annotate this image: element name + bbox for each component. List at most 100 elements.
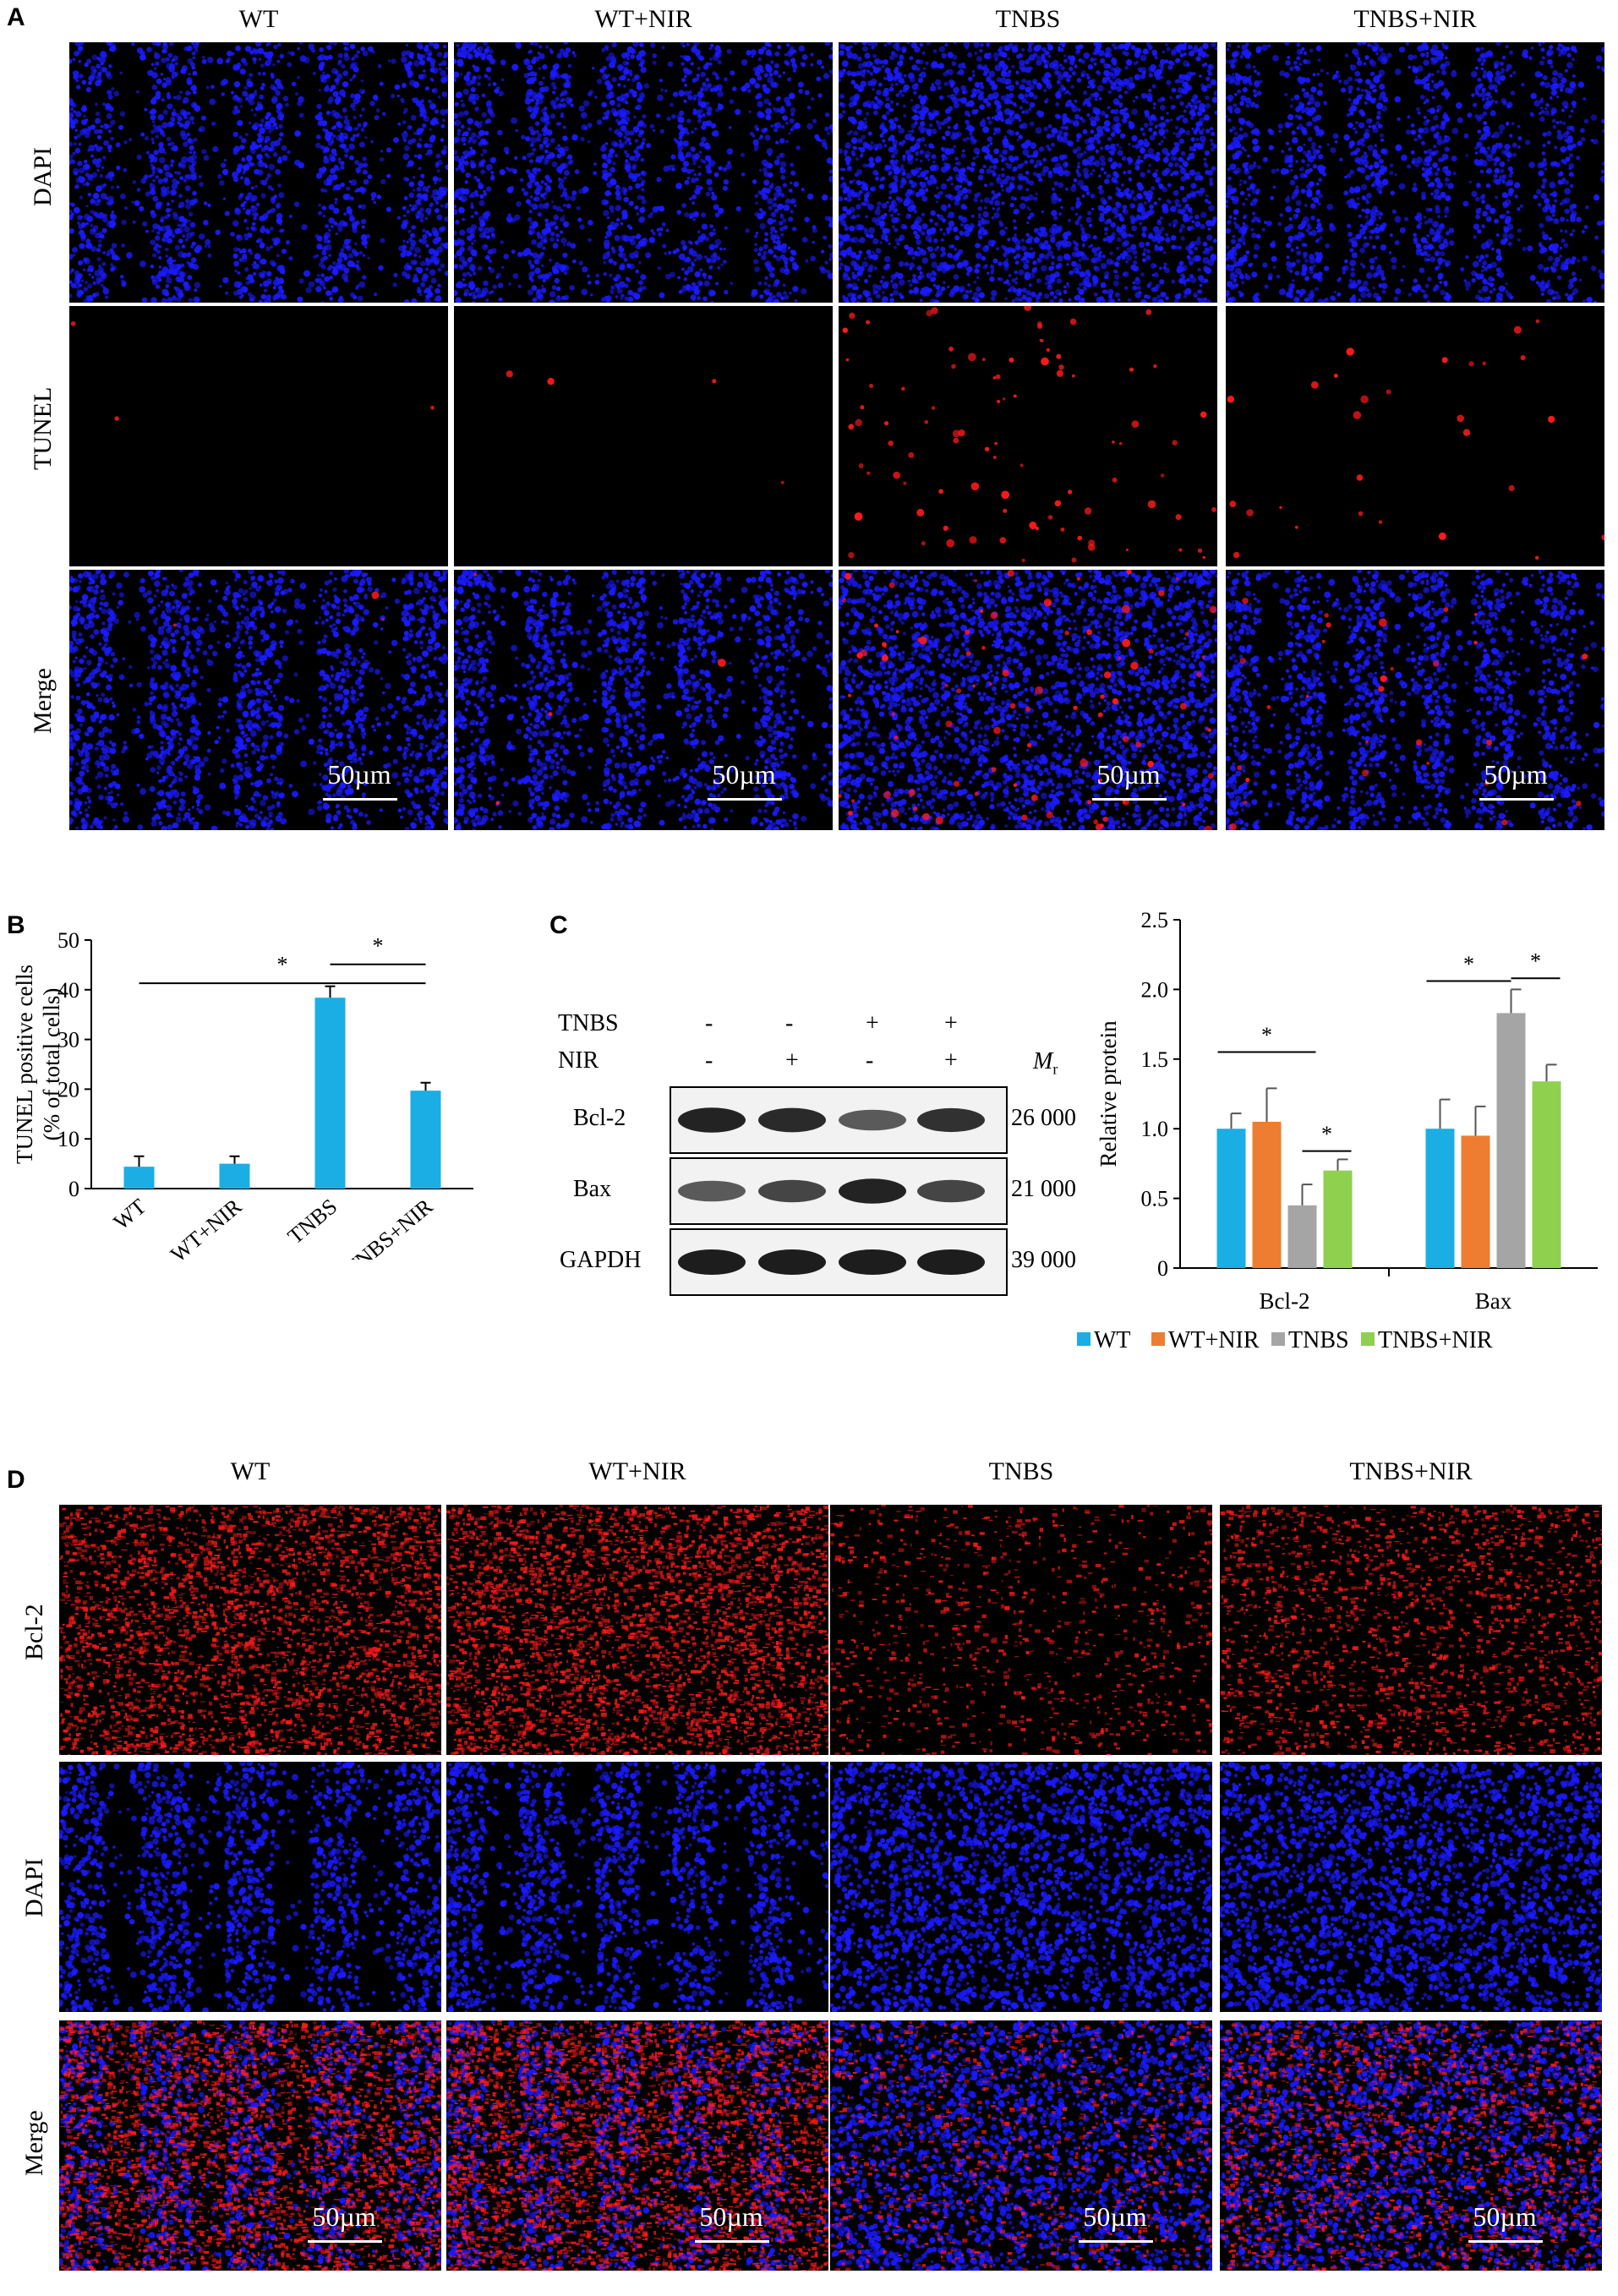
y-tick-label: 0 bbox=[1157, 1256, 1168, 1281]
blot-band bbox=[839, 1249, 906, 1275]
legend-swatch bbox=[1361, 1332, 1375, 1346]
micrograph-merge-wt: 50µm bbox=[69, 570, 448, 830]
molecular-weight-label: 21 000 bbox=[1011, 1176, 1076, 1203]
tunel-bar-chart: 0 10 20 30 40 50 TUNEL positive cells (% of tot… bbox=[12, 928, 473, 1260]
micrograph-tunel-tnbs bbox=[839, 306, 1217, 566]
scale-bar bbox=[1468, 2240, 1543, 2243]
bar-tnbs bbox=[314, 998, 346, 1189]
micrograph-merge-tnbs: 50µm bbox=[830, 2020, 1212, 2271]
bar-bcl-2-wt bbox=[1216, 1129, 1246, 1268]
significance-marker: * bbox=[1321, 1122, 1332, 1146]
scale-bar-label: 50µm bbox=[298, 2201, 391, 2233]
micrograph-dapi-wt-nir bbox=[446, 1762, 828, 2012]
bar-bcl-2-tnbs-nir bbox=[1323, 1170, 1353, 1268]
panel-b-letter: B bbox=[7, 911, 25, 940]
molecular-weight-label: 39 000 bbox=[1011, 1247, 1076, 1274]
treatment-sign: + bbox=[785, 1047, 799, 1074]
x-tick-label-tnbs-nir: TNBS+NIR bbox=[340, 1194, 438, 1260]
treatment-sign: + bbox=[866, 1010, 879, 1037]
x-tick-label-wt-nir: WT+NIR bbox=[166, 1194, 247, 1260]
micrograph-dapi-tnbs bbox=[830, 1762, 1212, 2012]
x-tick-label-wt: WT bbox=[109, 1194, 151, 1234]
treatment-sign: - bbox=[705, 1047, 713, 1074]
mr-label: Mr bbox=[1033, 1048, 1058, 1079]
legend-swatch bbox=[1271, 1332, 1285, 1346]
column-header-wt: WT bbox=[59, 1457, 441, 1486]
treatment-sign: - bbox=[785, 1010, 793, 1037]
panel-a-letter: A bbox=[7, 3, 25, 32]
y-tick-label: 30 bbox=[57, 1028, 79, 1052]
treatment-sign: - bbox=[866, 1047, 873, 1074]
row-label-tunel: TUNEL bbox=[29, 387, 57, 470]
bar-wt-nir bbox=[219, 1163, 250, 1189]
blot-band bbox=[758, 1249, 826, 1275]
blot-band bbox=[839, 1178, 906, 1204]
treatment-label-tnbs: TNBS bbox=[558, 1010, 619, 1037]
significance-marker: * bbox=[1261, 1023, 1272, 1047]
micrograph-merge-tnbs-nir: 50µm bbox=[1226, 570, 1604, 830]
treatment-sign: + bbox=[944, 1047, 958, 1074]
panel-c-letter: C bbox=[549, 911, 568, 940]
bar-bcl-2-tnbs bbox=[1287, 1205, 1317, 1268]
micrograph-dapi-wt bbox=[69, 42, 448, 303]
y-axis-label: TUNEL positive cells bbox=[12, 965, 37, 1164]
scale-bar-label: 50µm bbox=[313, 759, 406, 790]
significance-marker: * bbox=[373, 933, 384, 958]
micrograph-tunel-wt-nir bbox=[454, 306, 833, 566]
relative-protein-chart: 0 0.5 1.0 1.5 2.0 2.5 Relative protein Bcl-2 Bax… bbox=[1077, 908, 1598, 1353]
y-tick-label: 50 bbox=[57, 928, 79, 953]
y-axis-label-2: (% of total cells) bbox=[39, 988, 64, 1141]
y-tick-label: 0.5 bbox=[1141, 1187, 1169, 1211]
column-header-tnbs: TNBS bbox=[839, 5, 1217, 34]
y-tick-label: 20 bbox=[57, 1077, 79, 1102]
treatment-label-nir: NIR bbox=[558, 1047, 599, 1074]
blot-strip-bcl-2 bbox=[670, 1086, 1008, 1154]
scale-bar-label: 50µm bbox=[1469, 759, 1562, 790]
band-label-gapdh: GAPDH bbox=[560, 1247, 641, 1274]
blot-band bbox=[839, 1109, 906, 1131]
mr-symbol: M bbox=[1033, 1048, 1052, 1074]
scale-bar bbox=[1079, 2240, 1153, 2243]
row-label-merge: Merge bbox=[29, 668, 57, 734]
micrograph-merge-tnbs-nir: 50µm bbox=[1220, 2020, 1602, 2271]
scale-bar bbox=[323, 798, 397, 801]
legend-swatch bbox=[1077, 1332, 1091, 1346]
column-header-tnbs-nir: TNBS+NIR bbox=[1220, 1457, 1602, 1486]
treatment-sign: - bbox=[705, 1010, 713, 1037]
y-tick-label: 0 bbox=[68, 1177, 79, 1201]
micrograph-merge-wt: 50µm bbox=[59, 2020, 441, 2271]
column-header-wt-nir: WT+NIR bbox=[446, 1457, 828, 1486]
micrograph-dapi-tnbs bbox=[839, 42, 1217, 303]
y-tick-label: 40 bbox=[57, 978, 79, 1003]
scale-bar-label: 50µm bbox=[1069, 2201, 1162, 2233]
y-axis-label: Relative protein bbox=[1096, 1020, 1121, 1167]
scale-bar-label: 50µm bbox=[1082, 759, 1175, 790]
micrograph-dapi-wt bbox=[59, 1762, 441, 2012]
bar-bax-tnbs-nir bbox=[1532, 1081, 1561, 1268]
legend-item-tnbs: TNBS bbox=[1271, 1327, 1349, 1353]
scale-bar bbox=[1479, 798, 1554, 801]
bar-bax-wt-nir bbox=[1461, 1135, 1490, 1268]
row-label-bcl-2: Bcl-2 bbox=[20, 1604, 49, 1660]
blot-band bbox=[917, 1249, 985, 1275]
x-tick-label-bax: Bax bbox=[1475, 1288, 1512, 1314]
legend-item-wt-nir: WT+NIR bbox=[1151, 1327, 1260, 1353]
bar-bcl-2-wt-nir bbox=[1252, 1121, 1282, 1268]
significance-marker: * bbox=[277, 953, 288, 977]
blot-band bbox=[678, 1180, 746, 1202]
legend-swatch bbox=[1151, 1332, 1165, 1346]
bar-wt bbox=[123, 1167, 155, 1189]
bar-bax-tnbs bbox=[1496, 1013, 1526, 1268]
significance-marker: * bbox=[1530, 949, 1541, 974]
micrograph-tunel-tnbs-nir bbox=[1226, 306, 1604, 566]
x-tick-label-bcl-2: Bcl-2 bbox=[1260, 1288, 1310, 1314]
column-header-wt: WT bbox=[69, 5, 448, 34]
legend-label: WT bbox=[1094, 1327, 1131, 1353]
blot-band bbox=[678, 1249, 746, 1275]
scale-bar bbox=[1092, 798, 1167, 801]
scale-bar-label: 50µm bbox=[685, 2201, 778, 2233]
blot-band bbox=[678, 1107, 746, 1133]
micrograph-merge-tnbs: 50µm bbox=[839, 570, 1217, 830]
legend-label: TNBS bbox=[1288, 1327, 1349, 1353]
column-header-tnbs: TNBS bbox=[830, 1457, 1212, 1486]
